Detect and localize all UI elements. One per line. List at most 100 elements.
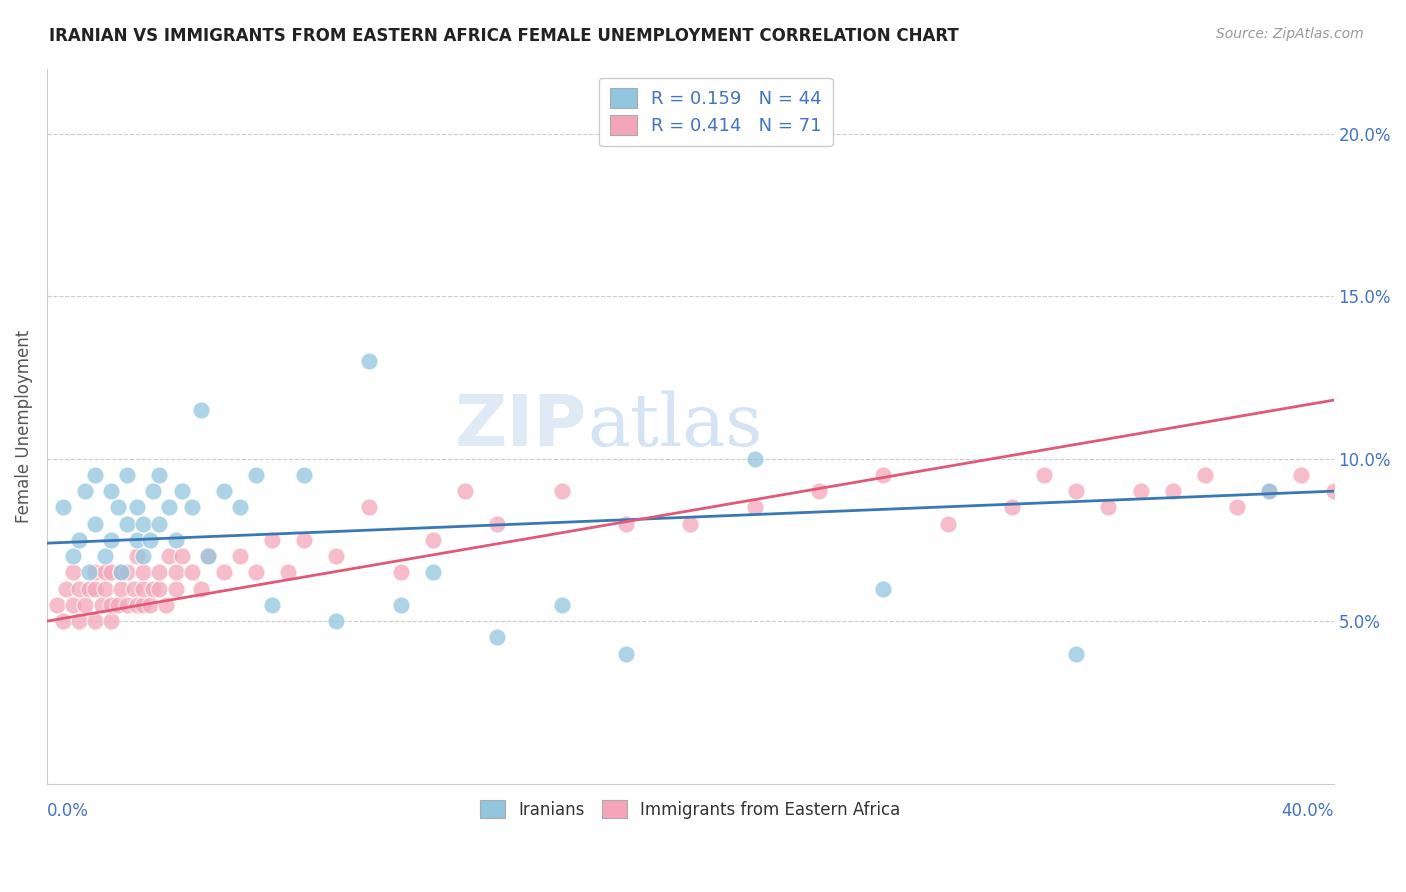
Point <box>180 566 202 580</box>
Point <box>229 549 252 564</box>
Point <box>117 598 139 612</box>
Point <box>190 402 212 417</box>
Point <box>62 598 84 612</box>
Point <box>125 533 148 547</box>
Point <box>142 484 165 499</box>
Point <box>486 631 509 645</box>
Point <box>1033 467 1056 482</box>
Point <box>77 582 100 596</box>
Point <box>292 533 315 547</box>
Point <box>1323 484 1346 499</box>
Point <box>679 516 702 531</box>
Point <box>107 500 129 515</box>
Point <box>180 500 202 515</box>
Point <box>52 500 75 515</box>
Point <box>67 533 90 547</box>
Point <box>1129 484 1152 499</box>
Point <box>454 484 477 499</box>
Point <box>165 582 187 596</box>
Point <box>744 451 766 466</box>
Point <box>325 549 347 564</box>
Point <box>148 467 170 482</box>
Text: ZIP: ZIP <box>456 392 588 460</box>
Point <box>614 516 637 531</box>
Point <box>170 549 193 564</box>
Text: IRANIAN VS IMMIGRANTS FROM EASTERN AFRICA FEMALE UNEMPLOYMENT CORRELATION CHART: IRANIAN VS IMMIGRANTS FROM EASTERN AFRIC… <box>49 27 959 45</box>
Point <box>550 484 572 499</box>
Point <box>122 582 145 596</box>
Point <box>77 566 100 580</box>
Point <box>100 598 122 612</box>
Point <box>67 582 90 596</box>
Point <box>100 566 122 580</box>
Point <box>100 614 122 628</box>
Point <box>132 566 155 580</box>
Point <box>139 598 162 612</box>
Point <box>389 598 412 612</box>
Point <box>100 484 122 499</box>
Point <box>262 598 284 612</box>
Point <box>190 582 212 596</box>
Point <box>148 566 170 580</box>
Point <box>197 549 219 564</box>
Point <box>262 533 284 547</box>
Point <box>84 516 107 531</box>
Point <box>245 566 267 580</box>
Point <box>139 533 162 547</box>
Point <box>52 614 75 628</box>
Point <box>1258 484 1281 499</box>
Point <box>100 533 122 547</box>
Point <box>142 582 165 596</box>
Point <box>75 484 97 499</box>
Point <box>75 598 97 612</box>
Point <box>110 566 132 580</box>
Point <box>486 516 509 531</box>
Point <box>1226 500 1249 515</box>
Point <box>110 582 132 596</box>
Point <box>422 533 444 547</box>
Point <box>148 582 170 596</box>
Point <box>90 598 112 612</box>
Point <box>132 582 155 596</box>
Point <box>165 533 187 547</box>
Point <box>389 566 412 580</box>
Point <box>157 500 180 515</box>
Point <box>110 566 132 580</box>
Point <box>614 647 637 661</box>
Point <box>117 467 139 482</box>
Legend: Iranians, Immigrants from Eastern Africa: Iranians, Immigrants from Eastern Africa <box>474 794 907 825</box>
Point <box>117 566 139 580</box>
Text: atlas: atlas <box>588 391 762 461</box>
Point <box>1194 467 1216 482</box>
Point <box>325 614 347 628</box>
Point <box>45 598 67 612</box>
Point <box>229 500 252 515</box>
Point <box>1097 500 1119 515</box>
Point <box>1064 484 1087 499</box>
Point <box>170 484 193 499</box>
Point <box>132 549 155 564</box>
Point <box>132 516 155 531</box>
Point <box>212 484 235 499</box>
Point <box>155 598 177 612</box>
Point <box>1291 467 1313 482</box>
Point <box>94 582 117 596</box>
Point <box>67 614 90 628</box>
Point <box>872 467 894 482</box>
Point <box>84 582 107 596</box>
Point <box>197 549 219 564</box>
Point <box>62 549 84 564</box>
Point <box>125 500 148 515</box>
Point <box>807 484 830 499</box>
Point <box>157 549 180 564</box>
Point <box>422 566 444 580</box>
Point <box>94 549 117 564</box>
Point <box>550 598 572 612</box>
Point <box>936 516 959 531</box>
Point <box>125 549 148 564</box>
Y-axis label: Female Unemployment: Female Unemployment <box>15 329 32 523</box>
Point <box>277 566 299 580</box>
Point <box>357 354 380 368</box>
Point <box>125 598 148 612</box>
Point <box>1064 647 1087 661</box>
